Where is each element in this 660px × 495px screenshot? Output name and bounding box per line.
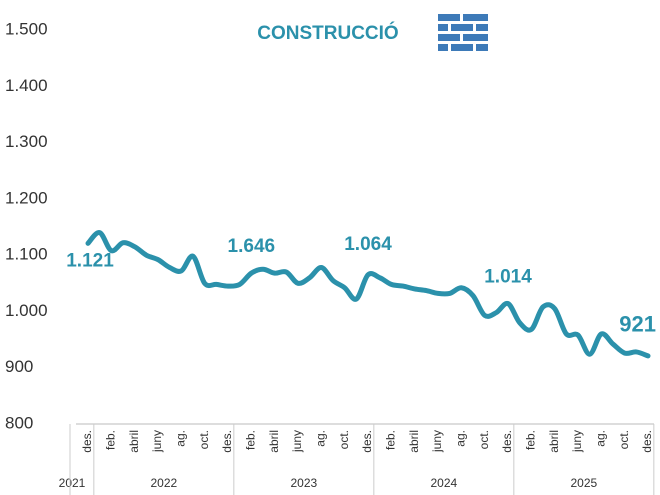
annotation: 1.014: [484, 267, 532, 288]
x-tick-label: abril: [547, 430, 561, 453]
x-tick-label: des.: [360, 430, 374, 453]
group-label: 2021: [59, 476, 86, 490]
brick-icon: [438, 14, 488, 54]
y-tick-label: 800: [5, 413, 33, 432]
chart-title: CONSTRUCCIÓ: [257, 22, 398, 44]
y-tick-label: 1.500: [5, 19, 48, 38]
x-tick-label: abril: [407, 430, 421, 453]
group-label: 2022: [150, 476, 177, 490]
y-tick-label: 1.000: [5, 301, 48, 320]
x-tick-label: oct.: [337, 430, 351, 449]
x-tick-label: ag.: [454, 430, 468, 447]
x-tick-label: feb.: [524, 430, 538, 450]
x-tick-label: des.: [640, 430, 654, 453]
annotation: 921: [619, 312, 656, 337]
y-tick-label: 900: [5, 357, 33, 376]
x-tick-label: ag.: [594, 430, 608, 447]
y-tick-label: 1.100: [5, 245, 48, 264]
annotation: 1.121: [66, 250, 114, 271]
x-tick-label: juny: [570, 430, 584, 453]
group-label: 2025: [570, 476, 597, 490]
y-tick-label: 1.400: [5, 76, 48, 95]
y-tick-label: 1.200: [5, 188, 48, 207]
x-tick-label: oct.: [477, 430, 491, 449]
x-tick-label: ag.: [314, 430, 328, 447]
x-tick-label: des.: [220, 430, 234, 453]
x-tick-label: juny: [430, 430, 444, 453]
group-label: 2023: [290, 476, 317, 490]
y-tick-label: 1.300: [5, 132, 48, 151]
annotation: 1.064: [344, 234, 392, 255]
annotation: 1.646: [228, 236, 276, 257]
x-tick-label: juny: [290, 430, 304, 453]
x-tick-label: juny: [150, 430, 164, 453]
x-tick-label: des.: [80, 430, 94, 453]
x-tick-label: feb.: [384, 430, 398, 450]
x-tick-label: feb.: [244, 430, 258, 450]
group-label: 2024: [430, 476, 457, 490]
x-tick-label: feb.: [104, 430, 118, 450]
x-tick-label: oct.: [617, 430, 631, 449]
x-tick-label: oct.: [197, 430, 211, 449]
x-tick-label: abril: [267, 430, 281, 453]
line-series: [85, 230, 651, 359]
x-tick-label: ag.: [174, 430, 188, 447]
x-tick-label: abril: [127, 430, 141, 453]
x-tick-label: des.: [500, 430, 514, 453]
